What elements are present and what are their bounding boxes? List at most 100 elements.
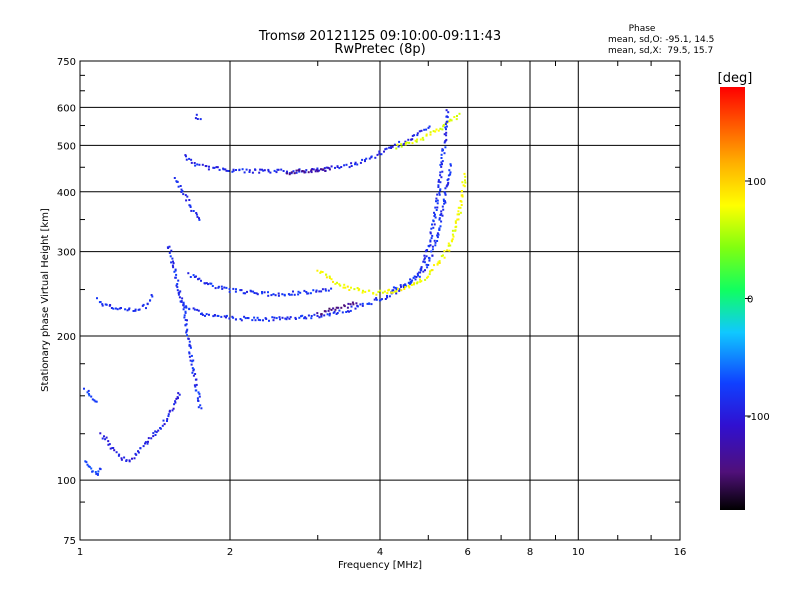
data-point xyxy=(375,293,378,296)
data-point xyxy=(235,169,237,171)
data-point xyxy=(118,453,121,456)
data-point xyxy=(274,294,277,297)
data-point xyxy=(444,187,447,190)
data-point xyxy=(167,413,170,416)
data-point xyxy=(366,302,369,305)
data-point xyxy=(263,169,266,172)
data-point xyxy=(447,244,450,247)
data-point xyxy=(439,189,442,192)
y-tick-label: 300 xyxy=(57,248,76,259)
data-point xyxy=(438,217,441,220)
data-point xyxy=(186,195,189,198)
data-point xyxy=(116,308,119,311)
data-point xyxy=(455,225,458,228)
data-point xyxy=(421,136,424,139)
data-point xyxy=(332,307,335,310)
data-point xyxy=(328,314,331,317)
data-point xyxy=(443,256,446,259)
data-point xyxy=(316,312,319,315)
data-point xyxy=(235,318,237,321)
data-point xyxy=(118,307,121,310)
data-point xyxy=(404,283,407,286)
data-point xyxy=(437,129,440,132)
data-point xyxy=(104,438,107,441)
data-point xyxy=(350,165,353,167)
data-point xyxy=(326,313,329,316)
data-point xyxy=(183,314,186,317)
data-point xyxy=(254,319,257,322)
data-point xyxy=(182,304,185,307)
data-point xyxy=(208,165,210,168)
data-point xyxy=(195,213,198,216)
data-point xyxy=(407,138,410,141)
data-point xyxy=(423,258,426,261)
data-point xyxy=(316,170,319,173)
data-point xyxy=(441,214,444,217)
data-point xyxy=(189,359,192,362)
data-point xyxy=(436,193,439,196)
data-point xyxy=(442,124,445,126)
data-point xyxy=(99,432,102,435)
data-point xyxy=(198,277,201,280)
data-point xyxy=(204,314,206,317)
data-point xyxy=(380,153,383,156)
data-point xyxy=(184,324,187,327)
data-point xyxy=(307,292,310,295)
data-point xyxy=(411,142,414,145)
data-point xyxy=(209,282,212,285)
data-point xyxy=(174,401,177,404)
data-point xyxy=(444,140,447,143)
data-point xyxy=(147,440,149,443)
data-point xyxy=(281,293,284,296)
data-point xyxy=(439,171,442,174)
data-point xyxy=(451,229,454,232)
data-point xyxy=(356,287,359,289)
data-point xyxy=(364,290,367,293)
data-point xyxy=(398,140,401,143)
data-point xyxy=(90,395,93,398)
data-point xyxy=(193,162,196,164)
data-point xyxy=(438,193,441,196)
data-point xyxy=(443,141,446,144)
data-point xyxy=(352,303,355,306)
data-point xyxy=(272,319,275,322)
data-point xyxy=(335,313,338,315)
data-point xyxy=(437,261,440,264)
y-tick-label: 750 xyxy=(57,57,76,68)
data-point xyxy=(101,304,104,307)
data-point xyxy=(433,215,436,217)
data-point xyxy=(319,271,322,274)
data-point xyxy=(155,431,158,434)
data-point xyxy=(262,169,265,172)
data-point xyxy=(417,274,419,277)
data-point xyxy=(435,200,437,203)
data-point xyxy=(390,291,393,294)
data-point xyxy=(464,181,467,184)
data-point xyxy=(446,115,448,118)
data-point xyxy=(188,352,191,355)
data-point xyxy=(458,213,460,216)
data-point xyxy=(447,242,450,245)
data-point xyxy=(239,318,242,320)
data-point xyxy=(188,157,191,160)
data-point xyxy=(149,299,152,302)
data-point xyxy=(195,378,198,381)
data-point xyxy=(409,278,412,281)
data-point xyxy=(177,292,180,294)
data-point xyxy=(330,287,333,290)
data-point xyxy=(144,442,146,445)
x-tick-label: 1 xyxy=(77,547,83,558)
data-point xyxy=(328,168,331,171)
data-point xyxy=(176,396,179,399)
data-point xyxy=(204,282,206,285)
data-point xyxy=(448,169,451,172)
data-point xyxy=(171,409,174,412)
data-point xyxy=(334,308,337,311)
data-point xyxy=(348,166,351,169)
data-point xyxy=(413,134,416,137)
data-point xyxy=(425,263,428,266)
data-point xyxy=(166,420,168,422)
data-point xyxy=(185,306,188,309)
data-point xyxy=(196,163,199,166)
